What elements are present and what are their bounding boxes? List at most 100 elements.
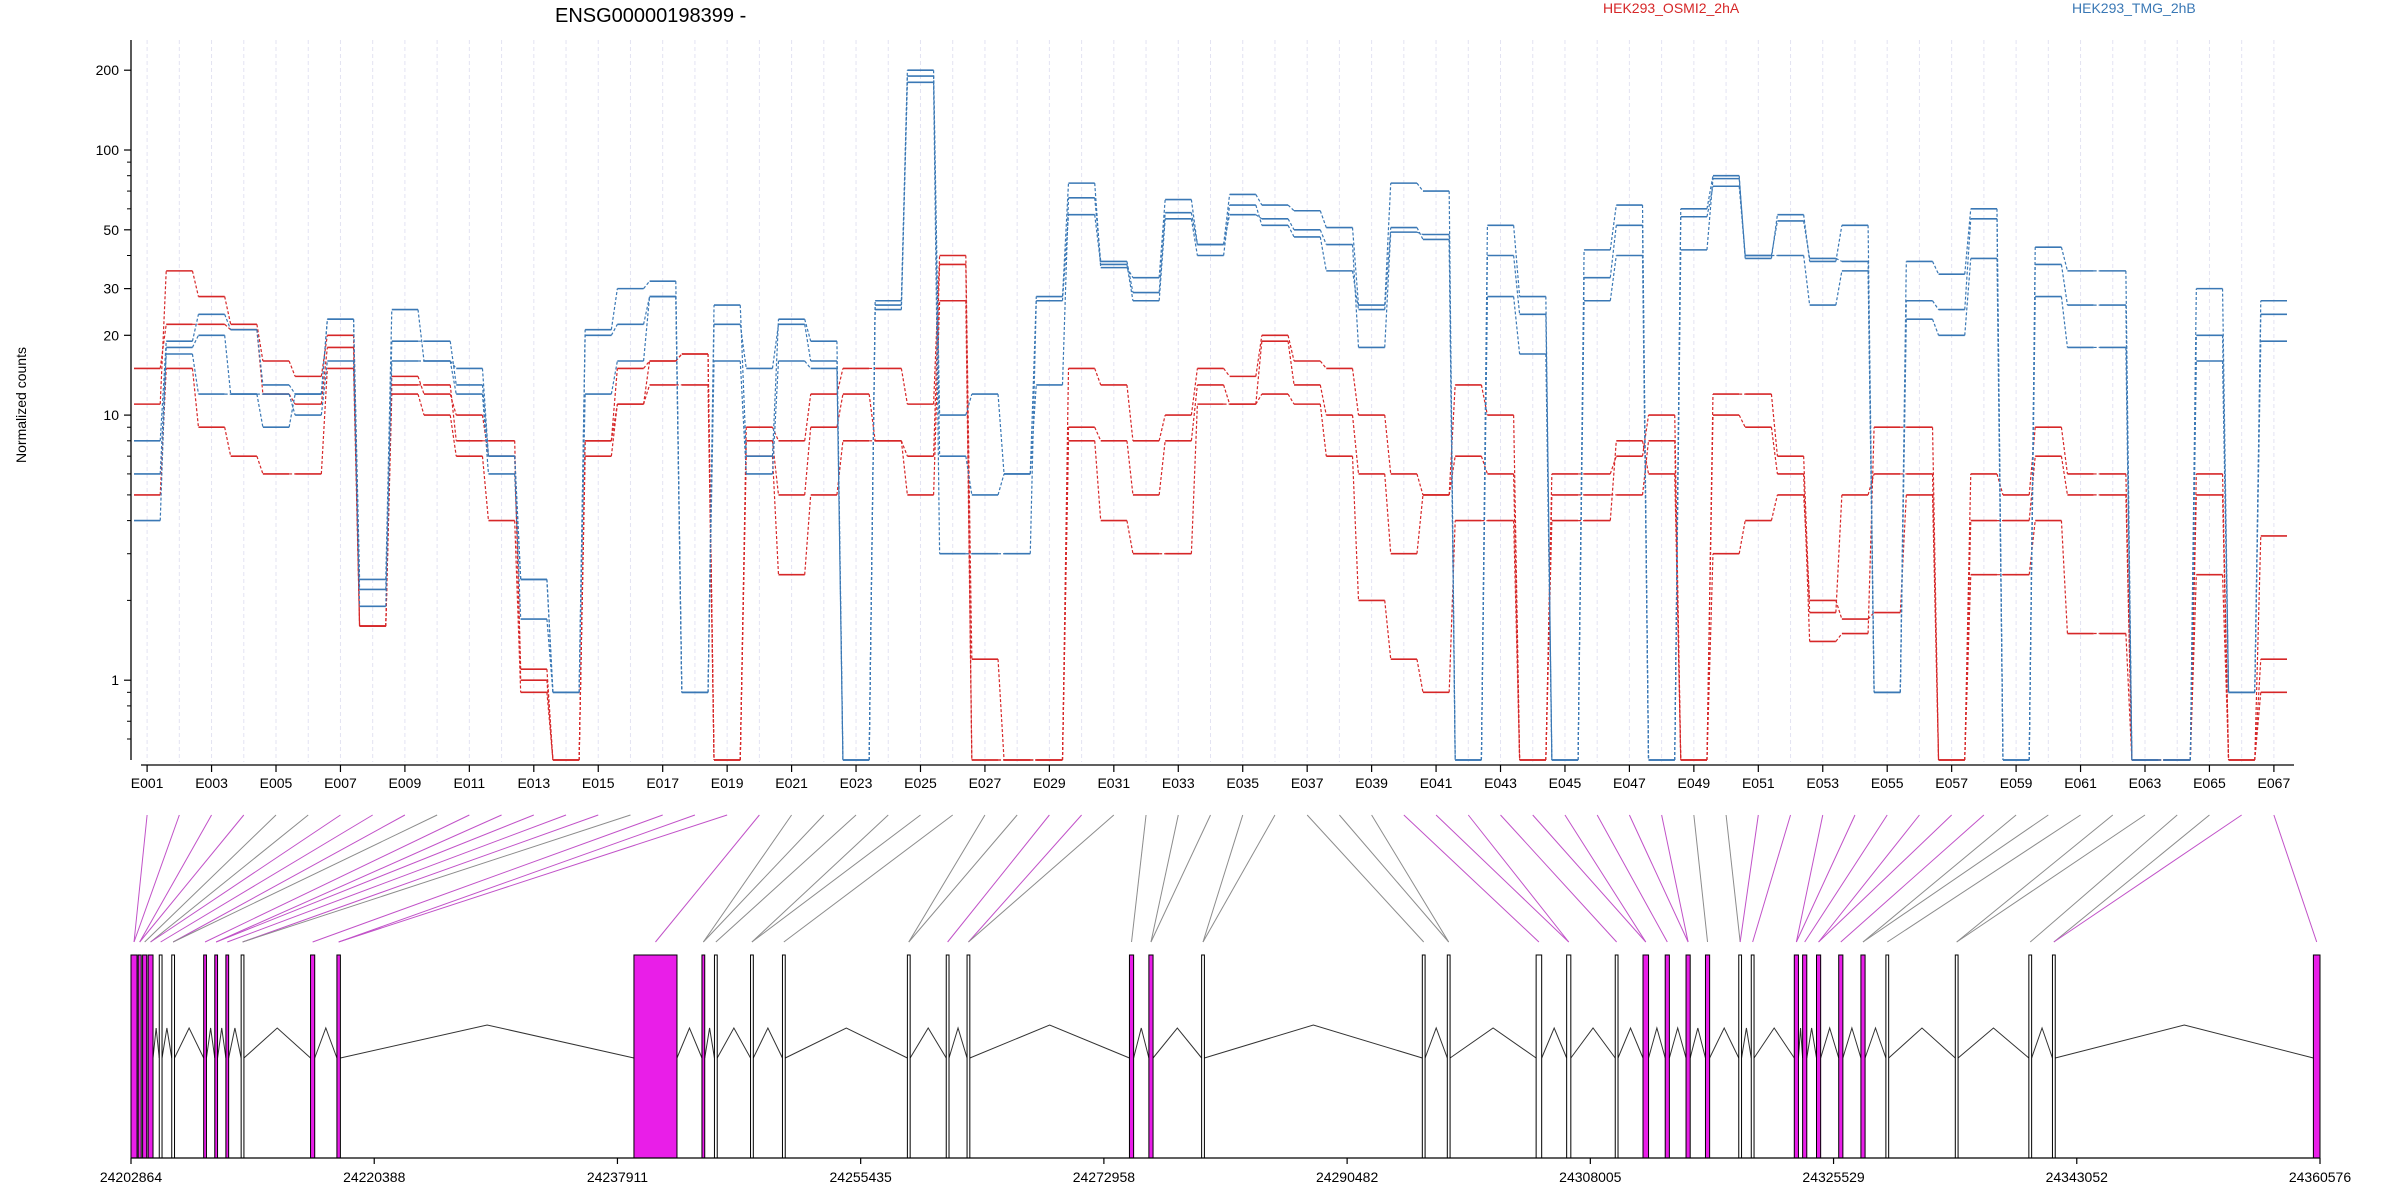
exon-connector	[1739, 814, 1759, 943]
intron-line	[1424, 1026, 1448, 1059]
intron-line	[1806, 1027, 1817, 1059]
legend-entry-tmg: HEK293_TMG_2hB	[2072, 0, 2196, 16]
exon-block	[240, 954, 245, 1159]
exon-connector	[215, 814, 534, 943]
exon-block	[130, 954, 138, 1159]
intron-line	[1204, 1024, 1423, 1059]
exon-connector	[1862, 814, 2049, 943]
exon-block	[310, 954, 316, 1159]
genomic-tick-label: 24255435	[830, 1169, 893, 1185]
exon-tick-label: E051	[1742, 775, 1775, 791]
intron-line	[1864, 1026, 1887, 1059]
exon-block	[1838, 954, 1844, 1159]
intron-line	[228, 1027, 242, 1059]
intron-line	[969, 1024, 1130, 1059]
exon-connector	[1887, 814, 2081, 943]
exon-block	[1148, 954, 1154, 1159]
intron-line	[948, 1026, 968, 1059]
genomic-tick-label: 24360576	[2289, 1169, 2352, 1185]
intron-line	[174, 1026, 205, 1059]
exon-tick-label: E037	[1291, 775, 1324, 791]
exon-connector	[172, 814, 438, 943]
intron-line	[205, 1027, 216, 1059]
intron-line	[716, 1026, 751, 1059]
exon-connector	[1840, 814, 1985, 943]
y-tick-label: 30	[103, 281, 119, 297]
exon-connector	[1150, 814, 1179, 943]
intron-line	[161, 1027, 173, 1059]
exon-tick-label: E043	[1484, 775, 1517, 791]
y-tick-label: 50	[103, 222, 119, 238]
exon-connector	[1500, 814, 1617, 943]
exon-connector	[908, 814, 1018, 943]
exon-connector	[1804, 814, 1888, 943]
exon-block	[1860, 954, 1866, 1159]
exon-tick-label: E035	[1226, 775, 1259, 791]
exon-tick-label: E007	[324, 775, 357, 791]
genomic-tick-label: 24325529	[1802, 1169, 1865, 1185]
exon-block	[701, 954, 706, 1159]
exon-connector	[1795, 814, 1856, 943]
exon-block	[1642, 954, 1650, 1159]
exon-block	[633, 954, 678, 1159]
genomic-tick-label: 24290482	[1316, 1169, 1379, 1185]
exon-connector	[242, 814, 631, 943]
genomic-tick-label: 24272958	[1073, 1169, 1136, 1185]
exon-connector	[139, 814, 212, 943]
exon-tick-label: E063	[2129, 775, 2162, 791]
intron-line	[704, 1027, 715, 1059]
exon-connector	[1862, 814, 2017, 943]
exon-axis: E001 E003 E005 E007 E009 E011 E013 E015 E017 E019…	[131, 764, 2294, 791]
y-tick-label: 100	[96, 142, 120, 158]
y-axis-label: Normalized counts	[13, 347, 29, 463]
exon-connector	[338, 814, 728, 943]
exon-tick-label: E047	[1613, 775, 1646, 791]
intron-line	[1668, 1026, 1687, 1059]
exon-connector	[751, 814, 889, 943]
exon-connector	[908, 814, 986, 943]
exon-connector	[160, 814, 373, 943]
exon-tick-label: E067	[2258, 775, 2291, 791]
exon-connector	[968, 814, 1082, 943]
exon-block	[147, 954, 154, 1159]
exon-connector	[1956, 814, 2146, 943]
exon-block	[2051, 954, 2056, 1159]
exon-block	[1446, 954, 1451, 1159]
exon-block	[171, 954, 176, 1159]
exon-block	[945, 954, 950, 1159]
exon-connector	[1202, 814, 1244, 943]
intron-line	[314, 1026, 338, 1059]
exon-connector	[1956, 814, 2114, 943]
exon-connector	[144, 814, 277, 943]
exon-connector	[655, 814, 760, 943]
exon-block	[713, 954, 718, 1159]
exon-tick-label: E059	[2000, 775, 2033, 791]
exon-block	[2028, 954, 2033, 1159]
exon-tick-label: E023	[840, 775, 873, 791]
exon-connector	[1596, 814, 1668, 943]
exon-block	[1566, 954, 1572, 1159]
exon-tick-label: E011	[454, 775, 486, 791]
exon-connector	[150, 814, 341, 943]
y-tick-label: 10	[103, 407, 119, 423]
exon-block	[142, 954, 148, 1159]
exon-connector	[338, 814, 696, 943]
exon-connector	[751, 814, 921, 943]
y-tick-label: 200	[96, 62, 120, 78]
intron-line	[1957, 1027, 2030, 1059]
genomic-tick-label: 24308005	[1559, 1169, 1622, 1185]
y-axis: 1 10 20 30 50 100 200	[96, 40, 132, 760]
intron-line	[1709, 1026, 1740, 1059]
exon-connector-lines	[133, 814, 2318, 943]
exon-tick-label: E055	[1871, 775, 1904, 791]
intron-line	[2055, 1024, 2314, 1059]
exon-connector	[1371, 814, 1450, 943]
exon-block	[158, 954, 163, 1159]
exon-block	[137, 954, 142, 1159]
intron-line	[1617, 1026, 1644, 1059]
exon-connector	[1339, 814, 1450, 943]
exon-block	[336, 954, 341, 1159]
intron-line	[1133, 1027, 1150, 1059]
exon-connector	[133, 814, 148, 943]
